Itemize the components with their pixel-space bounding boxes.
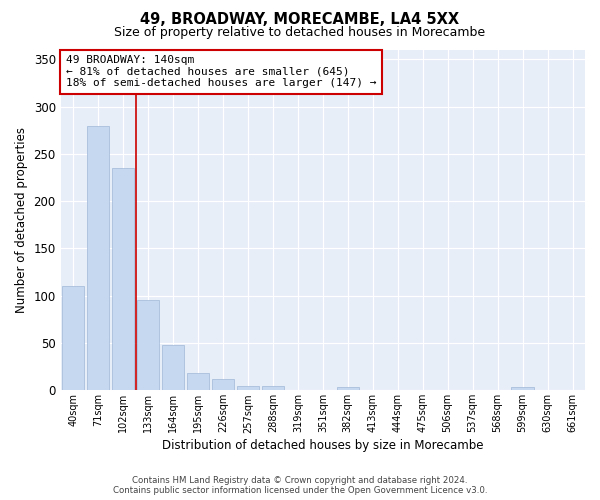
Text: Contains HM Land Registry data © Crown copyright and database right 2024.
Contai: Contains HM Land Registry data © Crown c…	[113, 476, 487, 495]
X-axis label: Distribution of detached houses by size in Morecambe: Distribution of detached houses by size …	[162, 440, 484, 452]
Text: Size of property relative to detached houses in Morecambe: Size of property relative to detached ho…	[115, 26, 485, 39]
Y-axis label: Number of detached properties: Number of detached properties	[15, 127, 28, 313]
Bar	[87, 126, 109, 390]
Bar	[187, 374, 209, 390]
Bar	[162, 345, 184, 391]
Bar	[337, 388, 359, 390]
Bar	[137, 300, 159, 390]
Bar	[112, 168, 134, 390]
Bar	[511, 388, 534, 390]
Text: 49 BROADWAY: 140sqm
← 81% of detached houses are smaller (645)
18% of semi-detac: 49 BROADWAY: 140sqm ← 81% of detached ho…	[66, 55, 376, 88]
Bar	[262, 386, 284, 390]
Bar	[62, 286, 85, 391]
Bar	[212, 379, 234, 390]
Bar	[236, 386, 259, 390]
Text: 49, BROADWAY, MORECAMBE, LA4 5XX: 49, BROADWAY, MORECAMBE, LA4 5XX	[140, 12, 460, 28]
